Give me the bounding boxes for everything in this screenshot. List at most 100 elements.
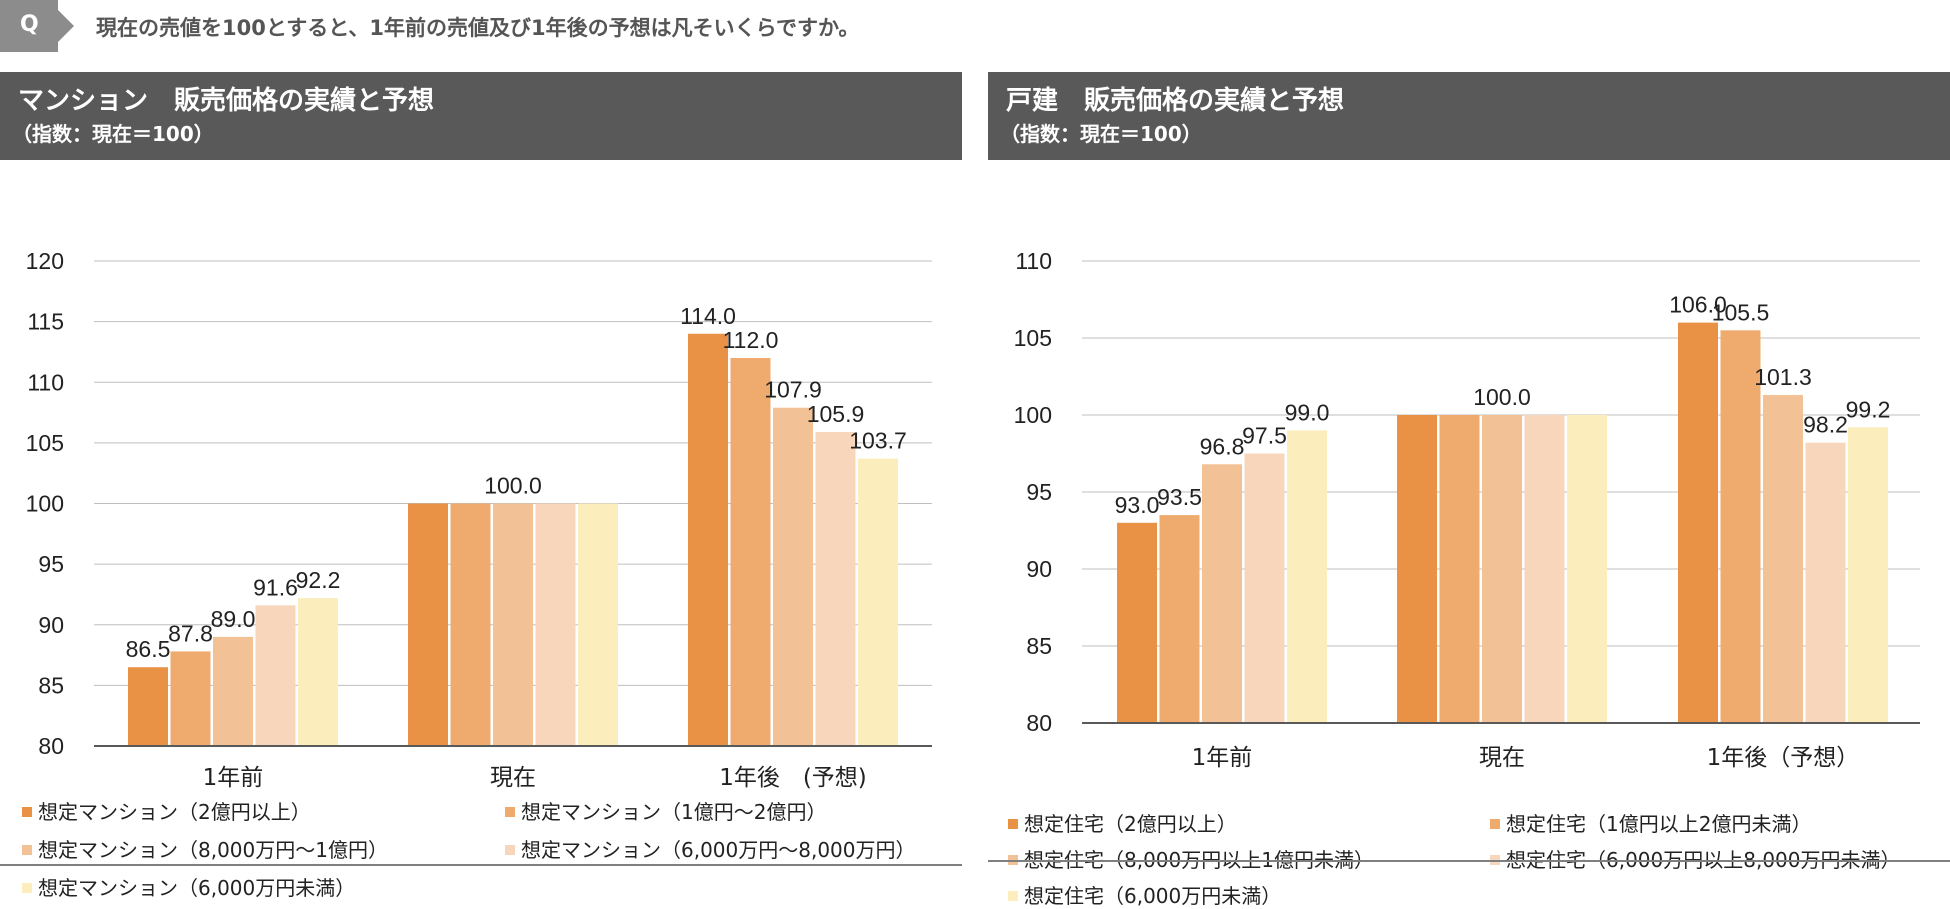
- question-badge-letter: Q: [20, 12, 39, 37]
- mansion-y-tick-label: 85: [38, 672, 64, 698]
- mansion-bar: [535, 503, 576, 746]
- mansion-legend-label: 想定マンション（1億円～2億円）: [521, 800, 827, 824]
- mansion-bar: [815, 431, 856, 746]
- house-data-label: 101.3: [1754, 364, 1812, 390]
- mansion-panel-subtitle: （指数：現在＝100）: [12, 122, 214, 146]
- house-bar: [1805, 442, 1846, 723]
- mansion-y-tick-label: 95: [38, 551, 64, 577]
- house-bar: [1397, 415, 1437, 723]
- house-bar: [1720, 330, 1761, 723]
- house-data-label: 106.0: [1669, 292, 1727, 318]
- mansion-panel-header: マンション 販売価格の実績と予想 （指数：現在＝100）: [0, 72, 962, 160]
- house-y-tick-label: 100: [1014, 402, 1052, 428]
- mansion-data-label: 112.0: [723, 327, 779, 353]
- mansion-bar: [450, 503, 491, 746]
- mansion-bar: [170, 651, 211, 746]
- mansion-legend-swatch: [505, 844, 515, 855]
- mansion-data-label: 89.0: [211, 606, 256, 632]
- house-legend-swatch: [1008, 818, 1018, 829]
- house-data-label: 99.2: [1846, 396, 1891, 422]
- mansion-bar: [730, 358, 771, 746]
- mansion-bar: [858, 458, 898, 746]
- house-bar: [1524, 415, 1565, 723]
- mansion-legend-item: 想定マンション（6,000万円～8,000万円）: [505, 834, 916, 863]
- house-y-tick-label: 105: [1014, 325, 1052, 351]
- mansion-data-label: 103.7: [849, 428, 907, 454]
- mansion-bar: [128, 667, 168, 746]
- mansion-y-tick-label: 120: [26, 248, 64, 274]
- mansion-y-tick-label: 100: [26, 491, 64, 517]
- house-legend-item: 想定住宅（8,000万円以上1億円未満）: [1008, 844, 1374, 873]
- house-bar: [1567, 415, 1607, 723]
- house-legend-swatch: [1008, 890, 1018, 901]
- house-y-tick-label: 95: [1026, 479, 1052, 505]
- mansion-legend-item: 想定マンション（8,000万円～1億円）: [22, 834, 388, 863]
- house-legend-label: 想定住宅（1億円以上2億円未満）: [1506, 812, 1812, 836]
- house-data-label: 99.0: [1285, 399, 1330, 425]
- house-y-tick-label: 90: [1026, 556, 1052, 582]
- mansion-y-tick-label: 90: [38, 612, 64, 638]
- mansion-legend-label: 想定マンション（6,000万円～8,000万円）: [521, 838, 916, 862]
- house-bar: [1848, 427, 1888, 723]
- mansion-legend-item: 想定マンション（6,000万円未満）: [22, 872, 355, 901]
- house-legend-label: 想定住宅（6,000万円未満）: [1024, 884, 1282, 908]
- house-bar: [1439, 415, 1480, 723]
- mansion-y-tick-label: 110: [27, 369, 64, 395]
- mansion-legend-label: 想定マンション（8,000万円～1億円）: [38, 838, 388, 862]
- house-panel-header: 戸建 販売価格の実績と予想 （指数：現在＝100）: [988, 72, 1950, 160]
- house-bar: [1763, 394, 1803, 723]
- mansion-y-tick-label: 115: [27, 309, 64, 335]
- mansion-bar: [255, 605, 296, 746]
- house-legend-item: 想定住宅（6,000万円以上8,000万円未満）: [1490, 844, 1901, 873]
- question-badge: Q: [0, 0, 74, 52]
- house-bar: [1287, 430, 1327, 723]
- house-category-label: 1年前: [1192, 745, 1253, 771]
- house-data-label: 96.8: [1200, 433, 1245, 459]
- house-legend-swatch: [1008, 854, 1018, 865]
- house-legend-item: 想定住宅（1億円以上2億円未満）: [1490, 808, 1811, 837]
- question-text: 現在の売値を100とすると、1年前の売値及び1年後の予想は凡そいくらですか。: [96, 16, 860, 40]
- house-y-tick-label: 110: [1015, 248, 1052, 274]
- mansion-legend-item: 想定マンション（1億円～2億円）: [505, 796, 826, 825]
- mansion-data-label: 114.0: [680, 303, 736, 329]
- house-panel-title: 戸建 販売価格の実績と予想: [1006, 86, 1345, 116]
- mansion-bottom-rule: [0, 864, 962, 866]
- house-y-tick-label: 85: [1026, 633, 1052, 659]
- mansion-bar: [298, 598, 338, 746]
- mansion-bar: [688, 333, 728, 746]
- mansion-data-label: 92.2: [296, 567, 341, 593]
- mansion-legend-swatch: [22, 882, 32, 893]
- mansion-data-label: 86.5: [126, 636, 171, 662]
- house-legend-swatch: [1490, 818, 1500, 829]
- house-data-label: 93.5: [1157, 484, 1202, 510]
- house-y-tick-label: 80: [1026, 710, 1052, 736]
- mansion-y-tick-label: 105: [26, 430, 64, 456]
- house-bar: [1244, 453, 1285, 723]
- house-legend-item: 想定住宅（6,000万円未満）: [1008, 880, 1281, 909]
- house-legend-label: 想定住宅（2億円以上）: [1024, 812, 1237, 836]
- mansion-legend-item: 想定マンション（2億円以上）: [22, 796, 311, 825]
- mansion-legend-swatch: [505, 806, 515, 817]
- house-data-label: 98.2: [1803, 412, 1848, 438]
- house-bar: [1159, 515, 1200, 723]
- house-data-label: 97.5: [1242, 423, 1287, 449]
- house-bottom-rule: [988, 860, 1950, 862]
- mansion-y-tick-label: 80: [38, 733, 64, 759]
- mansion-panel-title: マンション 販売価格の実績と予想: [18, 86, 435, 116]
- house-bar-chart: 80 85 90 95 100 105 110 93.0 106.0 93.5 105.5 96.8 1…: [1014, 248, 1920, 771]
- mansion-legend-label: 想定マンション（2億円以上）: [38, 800, 311, 824]
- house-category-label: 1年後（予想）: [1707, 745, 1860, 771]
- mansion-category-label: 1年後 (予想): [719, 765, 867, 791]
- house-legend-item: 想定住宅（2億円以上）: [1008, 808, 1237, 837]
- mansion-bar: [578, 503, 618, 746]
- house-data-label: 105.5: [1712, 299, 1770, 325]
- house-bar: [1117, 522, 1157, 723]
- mansion-data-label: 91.6: [253, 574, 298, 600]
- mansion-data-label: 87.8: [168, 620, 213, 646]
- house-bar: [1678, 322, 1718, 723]
- house-data-label: 93.0: [1115, 492, 1160, 518]
- mansion-bar: [773, 407, 813, 746]
- mansion-chart-panel: マンション 販売価格の実績と予想 （指数：現在＝100） 80 85 90 95 100…: [0, 72, 962, 900]
- mansion-data-label: 107.9: [764, 377, 822, 403]
- house-chart-panel: 戸建 販売価格の実績と予想 （指数：現在＝100） 80 85 90 95 100 105…: [988, 72, 1950, 908]
